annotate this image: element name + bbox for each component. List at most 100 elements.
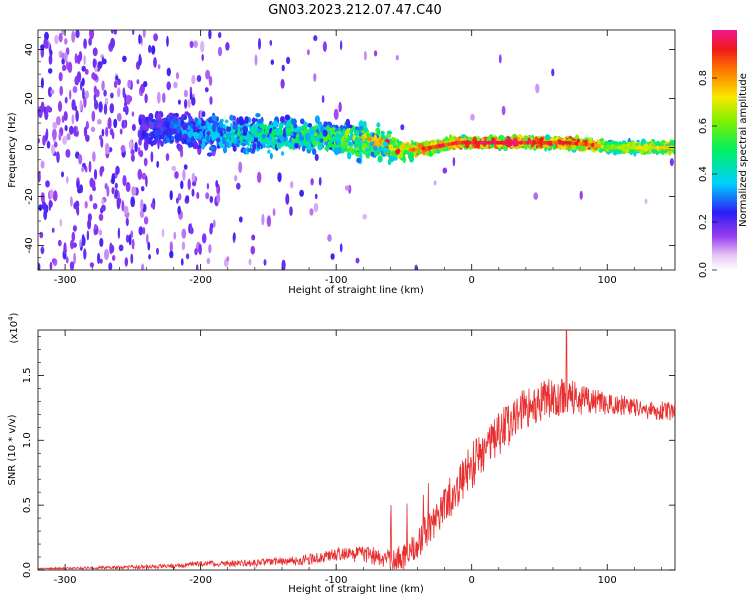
spectrogram-noise-cell bbox=[327, 234, 332, 242]
spectrogram-noise-cell bbox=[131, 186, 137, 196]
spectrogram-noise-cell bbox=[118, 244, 124, 252]
spectrogram-ridge-core bbox=[450, 141, 456, 146]
spectrogram-noise-cell bbox=[69, 125, 74, 135]
spectrogram-noise-cell bbox=[40, 160, 45, 169]
spectrogram-noise-cell bbox=[103, 103, 108, 115]
spectrogram-noise-cell bbox=[150, 151, 154, 163]
spectrogram-noise-cell bbox=[169, 190, 173, 201]
spectrogram-ridge-cell bbox=[380, 130, 385, 135]
spectrogram-noise-cell bbox=[309, 208, 314, 216]
spectrogram-ridge-cell bbox=[293, 123, 298, 129]
spectrogram-ridge-cell bbox=[322, 129, 328, 137]
spectrogram-ridge-cell bbox=[222, 146, 228, 154]
spectrogram-noise-cell bbox=[52, 121, 58, 130]
spectrogram-ridge-cell bbox=[177, 144, 183, 152]
spectrogram-ridge-cell bbox=[340, 143, 347, 148]
spectrogram-noise-cell bbox=[206, 183, 210, 190]
spectrogram-ridge-cell bbox=[315, 137, 320, 142]
spectrogram-ridge-cell bbox=[166, 137, 170, 143]
spectrogram-ridge-cell bbox=[386, 130, 392, 135]
spectrogram-noise-cell bbox=[38, 171, 41, 183]
spectrogram-noise-cell bbox=[191, 181, 197, 187]
spectrogram-noise-cell bbox=[289, 206, 293, 217]
spectrogram-noise-cell bbox=[156, 91, 161, 104]
spectrogram-noise-cell bbox=[143, 81, 148, 88]
spectrogram-noise-cell bbox=[99, 134, 103, 141]
spectrogram-noise-cell bbox=[69, 261, 75, 270]
spectrogram-noise-cell bbox=[251, 234, 256, 241]
spectrogram-ridge-cell bbox=[173, 128, 177, 134]
spectrogram-noise-cell bbox=[93, 169, 98, 180]
spectrogram-noise-cell bbox=[119, 128, 123, 135]
spectrogram-ridge-core bbox=[499, 140, 504, 145]
spectrogram-noise-cell bbox=[129, 139, 133, 150]
spectrogram-noise-cell bbox=[290, 181, 294, 189]
spectrogram-noise-cell bbox=[132, 30, 135, 35]
spectrogram-noise-cell bbox=[261, 213, 265, 226]
spectrogram-ridge-cell bbox=[468, 137, 473, 142]
spectrogram-noise-cell bbox=[84, 90, 89, 99]
spectrogram-ridge-cell bbox=[312, 148, 317, 155]
spectrogram-noise-cell bbox=[285, 193, 290, 205]
spectrogram-ridge-cell bbox=[361, 137, 365, 142]
spectrogram-noise-cell bbox=[90, 126, 96, 132]
spectrogram-ridge-core bbox=[655, 145, 661, 150]
spectrogram-ridge-core bbox=[603, 145, 609, 150]
spectrogram-noise-cell bbox=[209, 225, 213, 235]
spectrogram-noise-cell bbox=[339, 40, 343, 51]
spectrogram-noise-cell bbox=[76, 180, 80, 189]
spectrogram-ridge-cell bbox=[242, 125, 249, 133]
spectrogram-noise-cell bbox=[281, 259, 286, 270]
spectrogram-noise-cell bbox=[108, 262, 113, 270]
spectrogram-ridge-core bbox=[512, 140, 517, 145]
spectrogram-noise-cell bbox=[181, 241, 186, 251]
spectrogram-ridge-cell bbox=[255, 113, 261, 118]
spectrogram-noise-cell bbox=[49, 49, 53, 57]
spectrogram-noise-cell bbox=[318, 176, 322, 186]
spectrogram-noise-cell bbox=[61, 30, 66, 35]
spectrogram-noise-cell bbox=[71, 231, 76, 242]
spectrogram-ridge-cell bbox=[290, 141, 294, 146]
spectrogram-noise-cell bbox=[98, 101, 103, 113]
spectrogram-ridge-cell bbox=[305, 132, 311, 142]
spectrogram-noise-cell bbox=[191, 172, 196, 183]
spectrogram-noise-cell bbox=[111, 187, 115, 195]
spectrogram-noise-cell bbox=[130, 230, 133, 239]
spectrogram-noise-cell bbox=[98, 213, 104, 221]
spectrogram-ridge-cell bbox=[338, 134, 341, 141]
spectrogram-noise-cell bbox=[330, 253, 335, 260]
spectrogram-noise-cell bbox=[362, 214, 368, 220]
spectrogram-noise-cell bbox=[117, 227, 121, 239]
spectrogram-ridge-cell bbox=[154, 129, 159, 136]
spectrogram-noise-cell bbox=[61, 58, 65, 65]
spectrogram-ridge-cell bbox=[219, 142, 225, 149]
spectrogram-noise-cell bbox=[101, 204, 106, 212]
spectrogram-noise-cell bbox=[270, 59, 274, 65]
spectrogram-ridge-core bbox=[649, 145, 654, 150]
spectrogram-noise-cell bbox=[117, 87, 121, 98]
spectrogram-noise-cell bbox=[56, 151, 60, 164]
spectrogram-noise-cell bbox=[98, 229, 103, 236]
spectrogram-noise-cell bbox=[85, 134, 90, 142]
spectrogram-noise-cell bbox=[74, 53, 78, 64]
spectrogram-ridge-cell bbox=[206, 152, 213, 157]
spectrogram-ridge-core bbox=[467, 140, 472, 145]
spectrogram-noise-cell bbox=[355, 257, 360, 264]
spectrogram-noise-cell bbox=[189, 91, 193, 100]
spectrogram-noise-cell bbox=[125, 217, 129, 227]
spectrogram-noise-cell bbox=[83, 55, 86, 66]
spectrogram-ridge-cell bbox=[224, 119, 229, 124]
snr-ytick-label: 0.0 bbox=[22, 562, 33, 578]
spectrogram-ytick-label: -40 bbox=[24, 237, 35, 253]
spectrogram-noise-cell bbox=[69, 89, 72, 100]
spectrogram-noise-cell bbox=[191, 74, 196, 85]
spectrogram-noise-cell bbox=[47, 86, 53, 98]
spectrogram-noise-cell bbox=[61, 52, 65, 59]
spectrogram-ridge-cell bbox=[314, 115, 320, 124]
spectrogram-ridge-core bbox=[574, 141, 579, 146]
spectrogram-noise-cell bbox=[115, 165, 120, 175]
spectrogram-noise-cell bbox=[91, 110, 96, 122]
spectrogram-noise-cell bbox=[87, 219, 92, 230]
spectrogram-ridge-cell bbox=[387, 150, 392, 154]
spectrogram-ridge-core bbox=[525, 140, 530, 145]
